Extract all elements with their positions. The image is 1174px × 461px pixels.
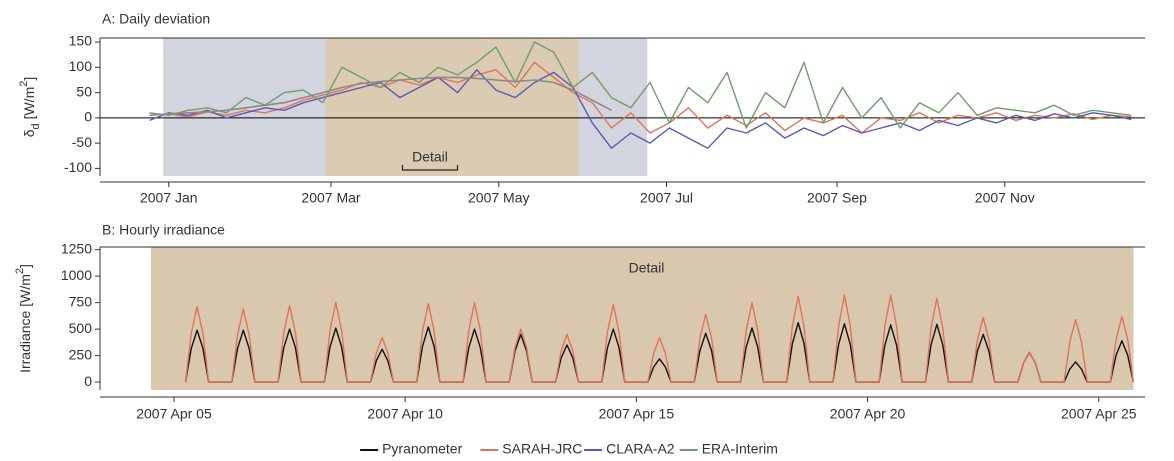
shaded-region (325, 38, 579, 176)
y-label-part: 2 (14, 268, 26, 274)
x-tick-label: 2007 Sep (807, 190, 867, 206)
x-tick-label: 2007 Jul (640, 190, 693, 206)
y-axis-label: δd [W/m2] (18, 77, 42, 137)
series-line (184, 322, 1135, 383)
series-line (149, 61, 1132, 134)
y-label-part: Irradiance [W/m (17, 274, 33, 373)
y-tick-label: -50 (72, 134, 92, 150)
series-line (184, 294, 1135, 383)
y-tick-label: 0 (84, 109, 92, 125)
y-axis-label: Irradiance [W/m2] (14, 264, 33, 373)
x-tick-label: 2007 May (468, 190, 529, 206)
y-tick-label: 50 (76, 83, 92, 99)
x-tick-label: 2007 Apr 10 (367, 406, 443, 422)
trend-line (149, 76, 612, 117)
panel-title: B: Hourly irradiance (102, 222, 225, 238)
shaded-region (150, 247, 1134, 390)
x-tick-label: 2007 Nov (975, 190, 1035, 206)
annotation-text: Detail (629, 260, 665, 276)
y-tick-label: 500 (69, 320, 93, 336)
legend-label: CLARA-A2 (606, 441, 675, 457)
y-label-part: 2 (18, 81, 30, 87)
legend-label: SARAH-JRC (502, 441, 582, 457)
x-tick-label: 2007 Apr 20 (830, 406, 906, 422)
y-label-part: δ (21, 129, 37, 137)
y-tick-label: -100 (64, 159, 92, 175)
y-tick-label: 100 (69, 58, 93, 74)
series-line (149, 69, 1132, 149)
y-tick-label: 0 (84, 373, 92, 389)
x-tick-label: 2007 Jan (140, 190, 198, 206)
y-tick-label: 150 (69, 33, 93, 49)
y-tick-label: 1000 (61, 267, 92, 283)
y-label-part: [W/m (21, 87, 37, 124)
y-label-part: ] (17, 264, 33, 268)
y-tick-label: 250 (69, 346, 93, 362)
x-tick-label: 2007 Apr 25 (1061, 406, 1137, 422)
x-tick-label: 2007 Mar (301, 190, 360, 206)
x-tick-label: 2007 Apr 15 (599, 406, 675, 422)
annotation-bracket (401, 165, 459, 171)
legend-label: Pyranometer (382, 441, 462, 457)
panel-title: A: Daily deviation (102, 11, 210, 27)
y-label-part: ] (21, 77, 37, 81)
annotation-text: Detail (412, 149, 448, 165)
x-tick-label: 2007 Apr 05 (136, 406, 212, 422)
legend-label: ERA-Interim (702, 441, 778, 457)
y-tick-label: 1250 (61, 240, 92, 256)
series-line (149, 41, 1132, 129)
y-label-part: d (30, 123, 42, 129)
y-tick-label: 750 (69, 293, 93, 309)
